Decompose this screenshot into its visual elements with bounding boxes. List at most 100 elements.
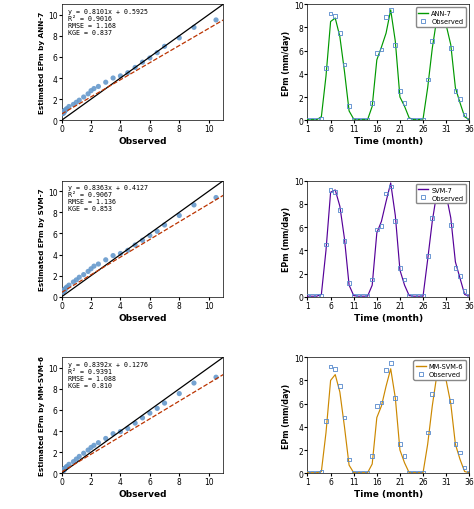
Observed <box>331 365 339 373</box>
Observed <box>341 238 348 246</box>
Observed <box>405 469 413 477</box>
SVM-7 <box>360 294 366 300</box>
Point <box>61 286 68 294</box>
Observed <box>419 469 427 477</box>
SVM-7 <box>420 294 426 300</box>
Observed <box>410 469 418 477</box>
Observed <box>424 252 431 261</box>
Legend: SVM-7, Observed: SVM-7, Observed <box>416 185 466 204</box>
MM-SVM-6 <box>406 470 412 476</box>
Point <box>175 390 183 398</box>
Observed <box>327 10 334 18</box>
ANN-7 <box>383 31 389 37</box>
Point <box>60 466 68 474</box>
Observed <box>392 218 399 226</box>
Point <box>59 467 67 475</box>
Observed <box>345 456 353 464</box>
Observed <box>318 292 325 300</box>
MM-SVM-6 <box>420 470 426 476</box>
ANN-7 <box>401 104 407 110</box>
Point <box>59 110 66 119</box>
Point <box>60 288 67 296</box>
Observed <box>364 117 371 125</box>
Y-axis label: Estimated EPm by ANN-7: Estimated EPm by ANN-7 <box>39 12 45 114</box>
SVM-7 <box>305 294 310 300</box>
SVM-7 <box>406 293 412 299</box>
MM-SVM-6 <box>319 469 324 475</box>
Point <box>60 109 67 118</box>
Point <box>60 466 68 474</box>
Observed <box>364 469 371 477</box>
Point <box>61 465 68 473</box>
Point <box>61 465 68 473</box>
Line: ANN-7: ANN-7 <box>308 11 469 121</box>
MM-SVM-6 <box>411 470 417 476</box>
Point <box>84 446 92 454</box>
Observed <box>419 293 427 301</box>
MM-SVM-6 <box>346 462 352 468</box>
Y-axis label: EPm (mm/day): EPm (mm/day) <box>282 207 291 272</box>
Observed <box>465 117 473 125</box>
SVM-7 <box>443 192 449 198</box>
SVM-7 <box>369 282 375 289</box>
Point <box>60 466 67 474</box>
Observed <box>424 429 431 437</box>
SVM-7 <box>309 294 315 300</box>
Observed <box>378 46 385 54</box>
Point <box>59 467 66 475</box>
Point <box>62 464 70 472</box>
MM-SVM-6 <box>453 441 458 447</box>
Point <box>146 232 154 240</box>
Observed <box>415 293 422 301</box>
ANN-7 <box>314 118 319 124</box>
Observed <box>304 117 311 125</box>
ANN-7 <box>328 19 333 25</box>
Point <box>117 428 124 436</box>
MM-SVM-6 <box>337 389 343 395</box>
Legend: ANN-7, Observed: ANN-7, Observed <box>416 9 466 27</box>
ANN-7 <box>365 118 370 124</box>
Point <box>61 108 68 117</box>
Observed <box>336 206 344 214</box>
ANN-7 <box>379 45 384 51</box>
Observed <box>313 117 320 125</box>
Point <box>70 101 77 109</box>
Point <box>146 55 154 63</box>
Observed <box>396 88 404 96</box>
MM-SVM-6 <box>388 366 393 372</box>
ANN-7 <box>369 104 375 110</box>
Observed <box>387 7 394 15</box>
ANN-7 <box>411 118 417 124</box>
Observed <box>322 65 330 73</box>
Point <box>139 59 146 67</box>
MM-SVM-6 <box>443 378 449 384</box>
Observed <box>318 116 325 124</box>
SVM-7 <box>388 181 393 187</box>
ANN-7 <box>457 101 463 107</box>
ANN-7 <box>448 43 454 49</box>
Point <box>124 247 132 255</box>
Observed <box>359 293 367 301</box>
Observed <box>387 183 394 191</box>
Point <box>102 79 109 87</box>
Point <box>109 252 117 260</box>
Point <box>60 109 68 117</box>
Observed <box>359 117 367 125</box>
Observed <box>410 293 418 301</box>
SVM-7 <box>342 236 347 242</box>
Y-axis label: EPm (mm/day): EPm (mm/day) <box>282 31 291 96</box>
Observed <box>452 88 459 96</box>
Point <box>154 405 161 413</box>
Point <box>102 256 109 264</box>
Y-axis label: Estimated EPm by MM-SVM-6: Estimated EPm by MM-SVM-6 <box>39 355 45 475</box>
MM-SVM-6 <box>328 378 333 384</box>
ANN-7 <box>388 8 393 14</box>
Line: SVM-7: SVM-7 <box>308 184 469 297</box>
Observed <box>345 103 353 111</box>
Observed <box>304 469 311 477</box>
MM-SVM-6 <box>369 461 375 467</box>
ANN-7 <box>332 16 338 22</box>
Point <box>212 194 220 202</box>
ANN-7 <box>466 118 472 124</box>
Point <box>80 94 88 102</box>
